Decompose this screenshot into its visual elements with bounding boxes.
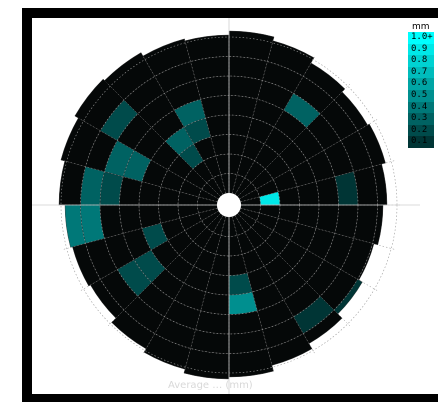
grid-spoke [234,55,316,195]
heatmap-cell [357,123,386,167]
heatmap-cell [183,348,230,380]
legend-swatch: 0.9 [408,43,434,56]
heatmap-cell [195,310,230,335]
grid-spoke [184,216,227,372]
legend-swatch: 1.0+ [408,32,434,44]
legend-swatch: 0.1 [408,136,434,148]
heatmap-cell [104,52,156,101]
legend-swatch: 0.6 [408,78,434,90]
grid-spoke [107,213,221,327]
grid-spoke [142,215,224,355]
grid-spoke [184,38,227,194]
grid-spoke [239,118,379,200]
grid-spoke [234,215,316,355]
heatmap-cell [195,75,230,100]
grid-spoke [240,160,396,203]
grid-spoke [231,216,274,372]
grid-spoke [79,210,219,292]
color-legend: 1.0+ 0.9 0.8 0.7 0.6 0.5 0.4 0.3 0.2 0.1 [408,32,434,148]
heatmap-cell [99,204,124,239]
grid-spoke [231,38,274,194]
grid-spoke [237,213,351,327]
heatmap-cell [74,78,125,132]
heatmap-cell [228,75,263,100]
legend-swatch: 0.3 [408,113,434,125]
heatmap-cell [334,171,359,206]
legend-swatch: 0.2 [408,124,434,137]
grid-spoke [107,83,221,197]
heatmap-cell [334,204,359,239]
footer-label: Average … (mm) [168,380,253,391]
legend-unit: mm [412,22,430,32]
heatmap-cell [99,171,124,206]
grid-spoke [240,207,396,250]
legend-swatch: 0.4 [408,101,434,114]
heatmap-cell [142,38,191,77]
grid-spoke [62,207,218,250]
grid-spoke [79,118,219,200]
grid-spoke [62,160,218,203]
legend-swatch: 0.7 [408,66,434,79]
grid-spoke [239,210,379,292]
legend-swatch: 0.5 [408,89,434,102]
grid-spoke [237,83,351,197]
center-hole [217,193,241,217]
legend-swatch: 0.8 [408,55,434,67]
grid-spoke [142,55,224,195]
heatmap-cell [372,204,384,246]
heatmap-cell [228,310,263,335]
